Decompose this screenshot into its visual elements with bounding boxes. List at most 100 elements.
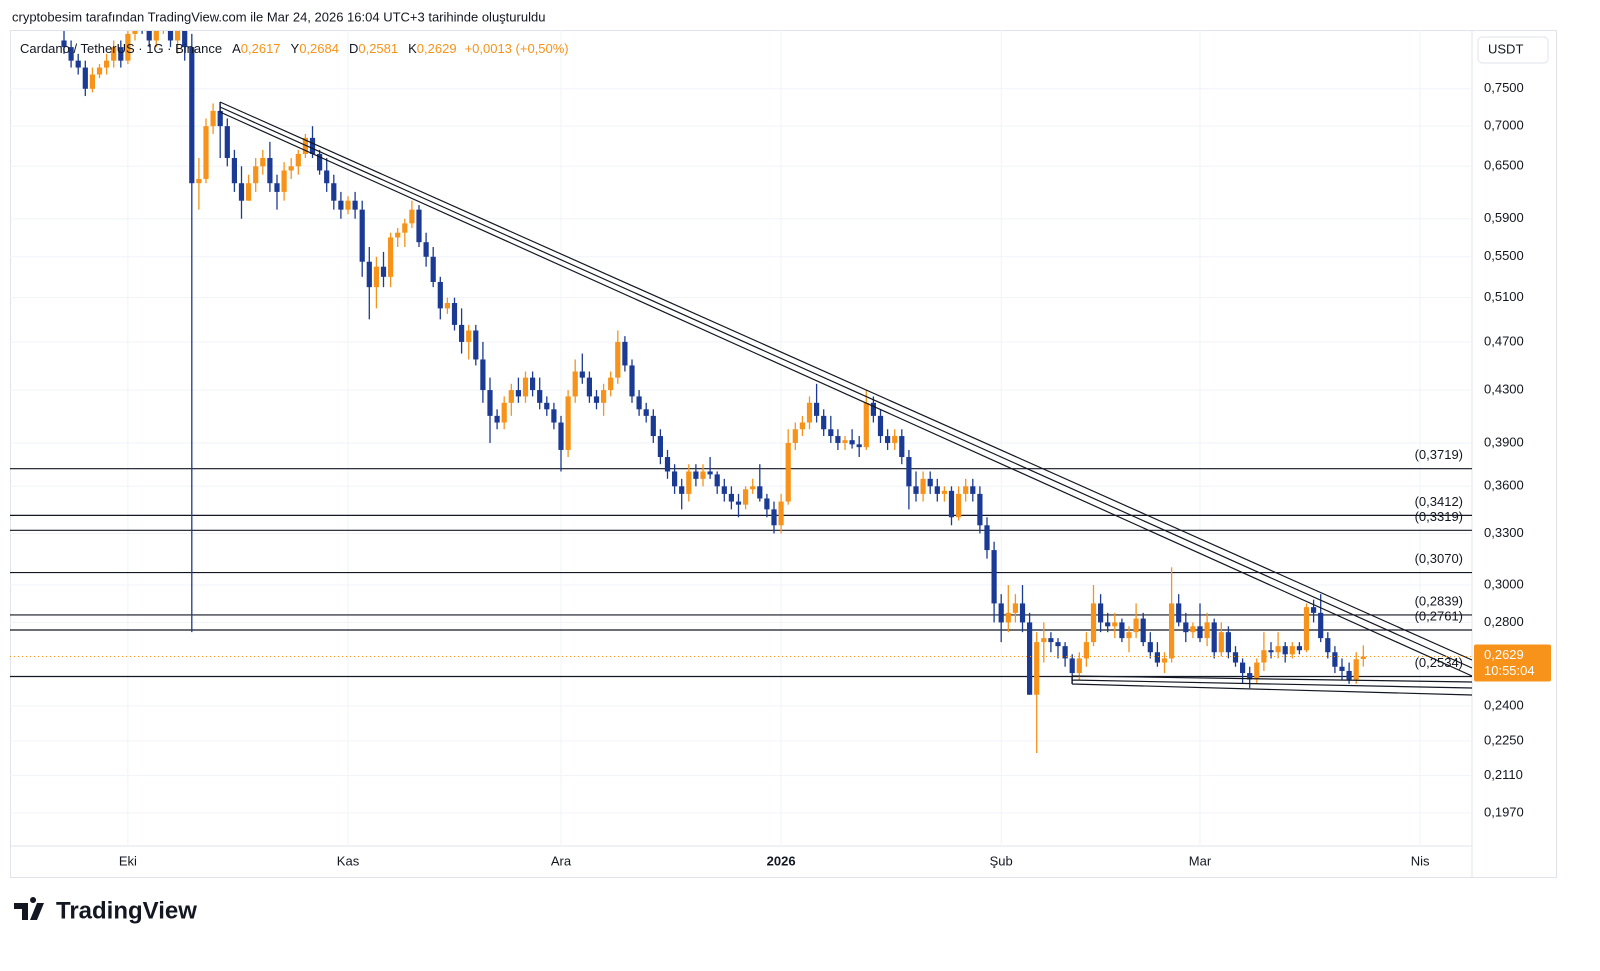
candle-body <box>764 498 770 510</box>
candle-body <box>984 525 990 551</box>
candle-body <box>920 478 926 494</box>
candle-body <box>1339 666 1345 671</box>
candle-body <box>104 60 110 68</box>
candle-body <box>437 281 443 309</box>
candle-body <box>430 256 436 282</box>
candle-body <box>551 409 557 423</box>
y-tick-label: 0,3600 <box>1484 478 1524 493</box>
candle-body <box>253 166 259 184</box>
candle-body <box>593 396 600 403</box>
candle-body <box>96 67 103 75</box>
candle-body <box>238 183 245 201</box>
level-label: (0,3070) <box>1415 551 1463 566</box>
candle-body <box>501 402 507 423</box>
candle-body <box>1147 642 1153 653</box>
candle-body <box>956 493 962 518</box>
y-tick-label: 0,7000 <box>1484 118 1524 133</box>
candle-body <box>416 209 422 243</box>
candle-body <box>913 486 919 494</box>
candle-body <box>118 47 124 61</box>
candle-body <box>586 377 592 397</box>
candle-body <box>75 60 81 68</box>
levels: (0,3719) (0,3412)(0,3319) (0,3070) (0,2839)… <box>10 447 1472 678</box>
candle-body <box>1161 658 1168 663</box>
candle-body <box>1076 658 1082 674</box>
candle-body <box>1048 638 1054 643</box>
legend-key: D <box>349 41 358 56</box>
candle-body <box>1261 650 1267 663</box>
candle-body <box>672 471 678 487</box>
candle-body <box>892 436 898 443</box>
candle-body <box>167 31 174 41</box>
candle-body <box>650 415 656 437</box>
candle-body <box>1183 622 1189 633</box>
candle-body <box>1140 618 1146 643</box>
candle-body <box>792 429 798 443</box>
candle-body <box>643 409 649 416</box>
change: +0,0013 (+0,50%) <box>465 41 569 56</box>
candle-body <box>998 603 1004 623</box>
candle-body <box>693 471 699 479</box>
x-tick-label: Mar <box>1189 853 1212 868</box>
candle-body <box>68 47 74 61</box>
candle-body <box>934 486 940 494</box>
level-label: (0,2534) <box>1415 655 1463 670</box>
candle-body <box>1069 658 1075 674</box>
candle-body <box>1105 622 1111 627</box>
candle-body <box>906 457 912 487</box>
candle-body <box>1019 603 1026 623</box>
candle-body <box>324 170 330 184</box>
candle-body <box>1225 632 1231 653</box>
candle-body <box>544 402 550 410</box>
level-label: (0,2761) <box>1415 608 1463 623</box>
candle-body <box>970 486 976 494</box>
x-tick-label: Eki <box>119 853 137 868</box>
candle-body <box>423 242 429 257</box>
candle-body <box>1325 638 1331 653</box>
candle-body <box>1176 603 1182 623</box>
y-tick-label: 0,4300 <box>1484 382 1524 397</box>
x-tick-label: Nis <box>1411 853 1430 868</box>
candle-body <box>352 200 358 210</box>
candle-body <box>1012 603 1018 613</box>
candle-body <box>977 493 983 526</box>
x-tick-label: Ara <box>551 853 572 868</box>
candle-body <box>203 126 209 179</box>
candle-body <box>707 471 713 475</box>
candle-body <box>1275 646 1281 653</box>
level-label: (0,3412) <box>1415 494 1463 509</box>
candle-body <box>1247 673 1253 680</box>
y-tick-label: 0,3000 <box>1484 576 1524 591</box>
candle-body <box>601 390 607 403</box>
candle-body <box>1133 618 1139 633</box>
candle-body <box>515 390 521 397</box>
candle-body <box>345 200 351 210</box>
candle-body <box>1289 646 1295 655</box>
currency-box <box>1477 36 1549 64</box>
x-tick-label: Şub <box>990 853 1013 868</box>
candle-body <box>1254 662 1260 680</box>
candle-body <box>842 440 848 443</box>
candle-body <box>721 486 727 494</box>
legend-value: 0,2629 <box>417 41 457 56</box>
logo: TradingView <box>14 897 197 924</box>
candle-body <box>1098 603 1104 623</box>
candle-body <box>1190 626 1196 633</box>
candle-body <box>380 266 387 277</box>
candle-body <box>1154 652 1160 663</box>
candle-body <box>444 303 450 309</box>
candle-body <box>537 390 543 403</box>
candle-body <box>182 31 188 48</box>
candle-body <box>530 377 536 391</box>
candle-body <box>295 153 301 167</box>
candle-body <box>217 110 223 127</box>
candle-body <box>679 486 685 494</box>
symbol: Cardano / TetherUS · 1G · Binance <box>20 41 222 56</box>
candle-body <box>1353 659 1359 680</box>
candle-body <box>331 183 337 201</box>
candle-body <box>1268 650 1274 653</box>
candle-body <box>1112 622 1118 627</box>
last-price-label: 0,2629 <box>1484 647 1524 662</box>
